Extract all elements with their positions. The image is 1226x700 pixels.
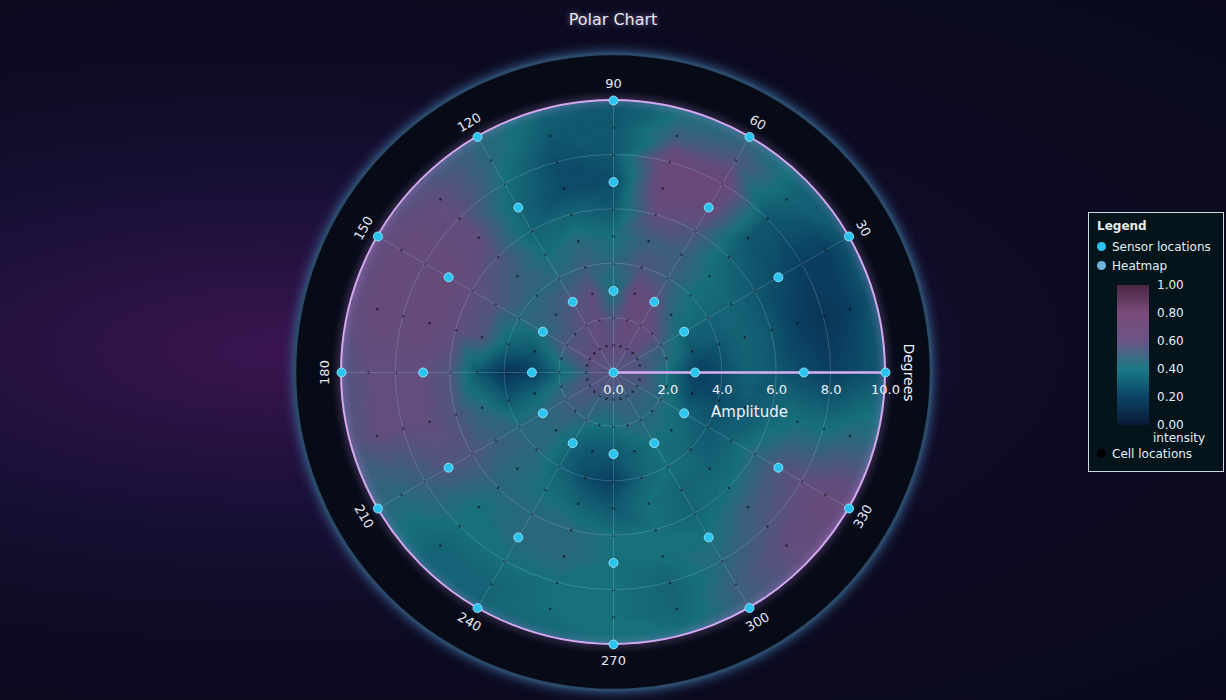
svg-text:60: 60 [747,112,769,133]
html-text:0.20: 0.20 [1157,390,1184,404]
html-text:0.00: 0.00 [1157,418,1184,432]
svg-text:210: 210 [351,502,376,531]
svg-text:2.0: 2.0 [658,382,679,397]
svg-text:10.0: 10.0 [871,382,900,397]
svg-text:270: 270 [601,653,626,668]
svg-text:30: 30 [853,217,874,239]
svg-text:240: 240 [455,609,484,634]
html-text:0.40: 0.40 [1157,362,1184,376]
html-text:Cell locations: Cell locations [1112,446,1193,461]
svg-text:Amplitude: Amplitude [711,403,788,421]
svg-text:Degrees: Degrees [901,343,917,401]
html-text:intensity: intensity [1153,431,1205,445]
svg-text:8.0: 8.0 [821,382,842,397]
html-text:Sensor locations: Sensor locations [1112,239,1211,254]
svg-text:120: 120 [455,110,484,135]
svg-text:0.0: 0.0 [603,382,624,397]
svg-text:90: 90 [605,76,622,91]
svg-text:6.0: 6.0 [766,382,787,397]
svg-text:180: 180 [317,360,332,385]
html-text:1.00: 1.00 [1157,278,1184,292]
html-text:0.80: 0.80 [1157,306,1184,320]
svg-text:4.0: 4.0 [712,382,733,397]
svg-text:330: 330 [850,502,875,531]
svg-text:150: 150 [351,214,376,243]
svg-text:300: 300 [743,609,772,634]
html-text:Polar Chart: Polar Chart [568,10,658,29]
html-text:Heatmap: Heatmap [1112,258,1168,273]
html-text:Legend: Legend [1097,219,1147,233]
html-text:0.60: 0.60 [1157,334,1184,348]
